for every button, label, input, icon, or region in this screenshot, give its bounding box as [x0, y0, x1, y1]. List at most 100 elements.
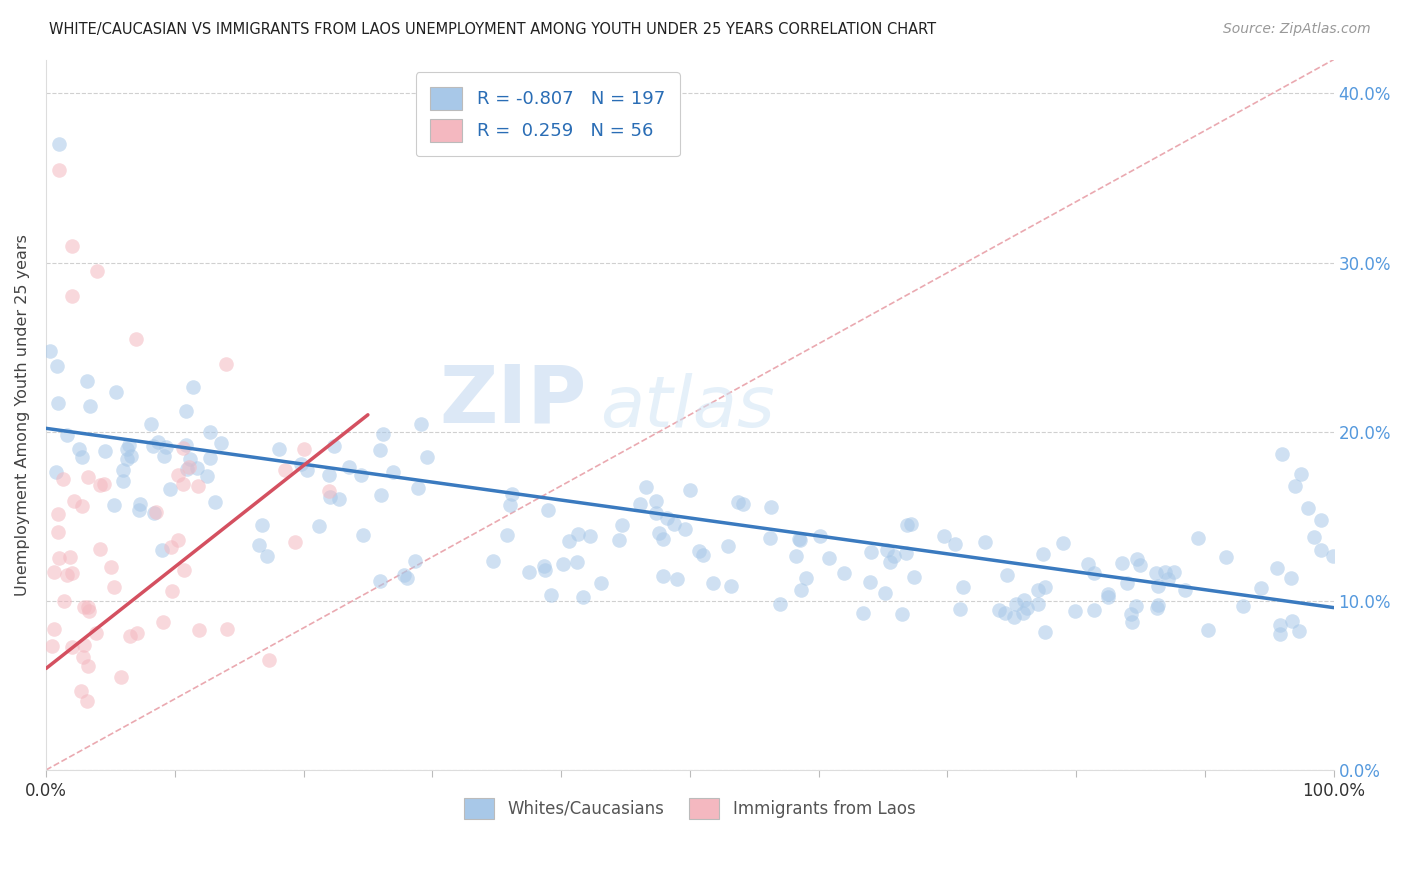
Point — [1309, 513, 1331, 527]
Point — [103, 580, 125, 594]
Point — [79, 399, 101, 413]
Point — [89, 542, 111, 557]
Point — [292, 442, 315, 456]
Point — [257, 653, 280, 667]
Point — [103, 498, 125, 512]
Point — [93, 477, 115, 491]
Point — [499, 498, 522, 512]
Point — [1083, 566, 1105, 581]
Point — [517, 565, 540, 579]
Point — [125, 332, 148, 346]
Point — [1035, 581, 1057, 595]
Point — [1063, 604, 1085, 618]
Point — [146, 435, 169, 450]
Point — [174, 438, 197, 452]
Point — [1017, 601, 1039, 615]
Point — [1270, 627, 1292, 641]
Point — [1097, 586, 1119, 600]
Point — [1077, 557, 1099, 571]
Point — [67, 442, 90, 457]
Point — [1002, 609, 1025, 624]
Point — [176, 461, 198, 475]
Point — [62, 494, 84, 508]
Point — [1052, 535, 1074, 549]
Point — [876, 543, 898, 558]
Point — [688, 544, 710, 558]
Point — [995, 567, 1018, 582]
Point — [41, 640, 63, 654]
Point — [949, 602, 972, 616]
Point — [60, 289, 83, 303]
Point — [558, 533, 581, 548]
Point — [769, 597, 792, 611]
Point — [1232, 599, 1254, 613]
Point — [1197, 624, 1219, 638]
Point — [128, 503, 150, 517]
Point — [1119, 607, 1142, 621]
Point — [717, 539, 740, 553]
Point — [1011, 607, 1033, 621]
Point — [648, 525, 671, 540]
Point — [720, 579, 742, 593]
Point — [173, 563, 195, 577]
Point — [903, 570, 925, 584]
Point — [896, 518, 918, 533]
Point — [150, 542, 173, 557]
Point — [46, 359, 69, 373]
Point — [373, 426, 395, 441]
Point — [139, 417, 162, 432]
Point — [110, 670, 132, 684]
Point — [859, 574, 882, 589]
Point — [42, 622, 65, 636]
Point — [60, 640, 83, 654]
Point — [1271, 447, 1294, 461]
Point — [662, 517, 685, 532]
Point — [38, 343, 60, 358]
Point — [73, 599, 96, 614]
Point — [176, 403, 198, 417]
Point — [567, 555, 589, 569]
Point — [118, 438, 141, 452]
Point — [679, 483, 702, 497]
Point — [53, 593, 76, 607]
Point — [1146, 598, 1168, 612]
Point — [84, 625, 107, 640]
Point — [1033, 625, 1056, 640]
Text: atlas: atlas — [600, 373, 775, 442]
Point — [1012, 592, 1035, 607]
Point — [187, 478, 209, 492]
Point — [1215, 550, 1237, 565]
Text: WHITE/CAUCASIAN VS IMMIGRANTS FROM LAOS UNEMPLOYMENT AMONG YOUTH UNDER 25 YEARS : WHITE/CAUCASIAN VS IMMIGRANTS FROM LAOS … — [49, 22, 936, 37]
Point — [76, 599, 98, 614]
Point — [328, 491, 350, 506]
Point — [808, 529, 831, 543]
Point — [1032, 547, 1054, 561]
Point — [323, 439, 346, 453]
Point — [368, 442, 391, 457]
Point — [859, 545, 882, 559]
Y-axis label: Unemployment Among Youth under 25 years: Unemployment Among Youth under 25 years — [15, 234, 30, 596]
Point — [70, 450, 93, 465]
Point — [567, 527, 589, 541]
Point — [883, 549, 905, 563]
Point — [318, 483, 340, 498]
Point — [994, 607, 1017, 621]
Point — [894, 546, 917, 560]
Point — [852, 606, 875, 620]
Point — [1281, 571, 1303, 585]
Point — [785, 549, 807, 563]
Point — [76, 374, 98, 388]
Point — [94, 443, 117, 458]
Point — [159, 483, 181, 497]
Point — [1291, 467, 1313, 481]
Point — [932, 529, 955, 543]
Point — [70, 499, 93, 513]
Point — [1174, 583, 1197, 598]
Point — [1322, 549, 1344, 563]
Point — [295, 462, 318, 476]
Point — [943, 536, 966, 550]
Point — [167, 467, 190, 482]
Point — [142, 439, 165, 453]
Point — [1284, 479, 1306, 493]
Point — [482, 554, 505, 568]
